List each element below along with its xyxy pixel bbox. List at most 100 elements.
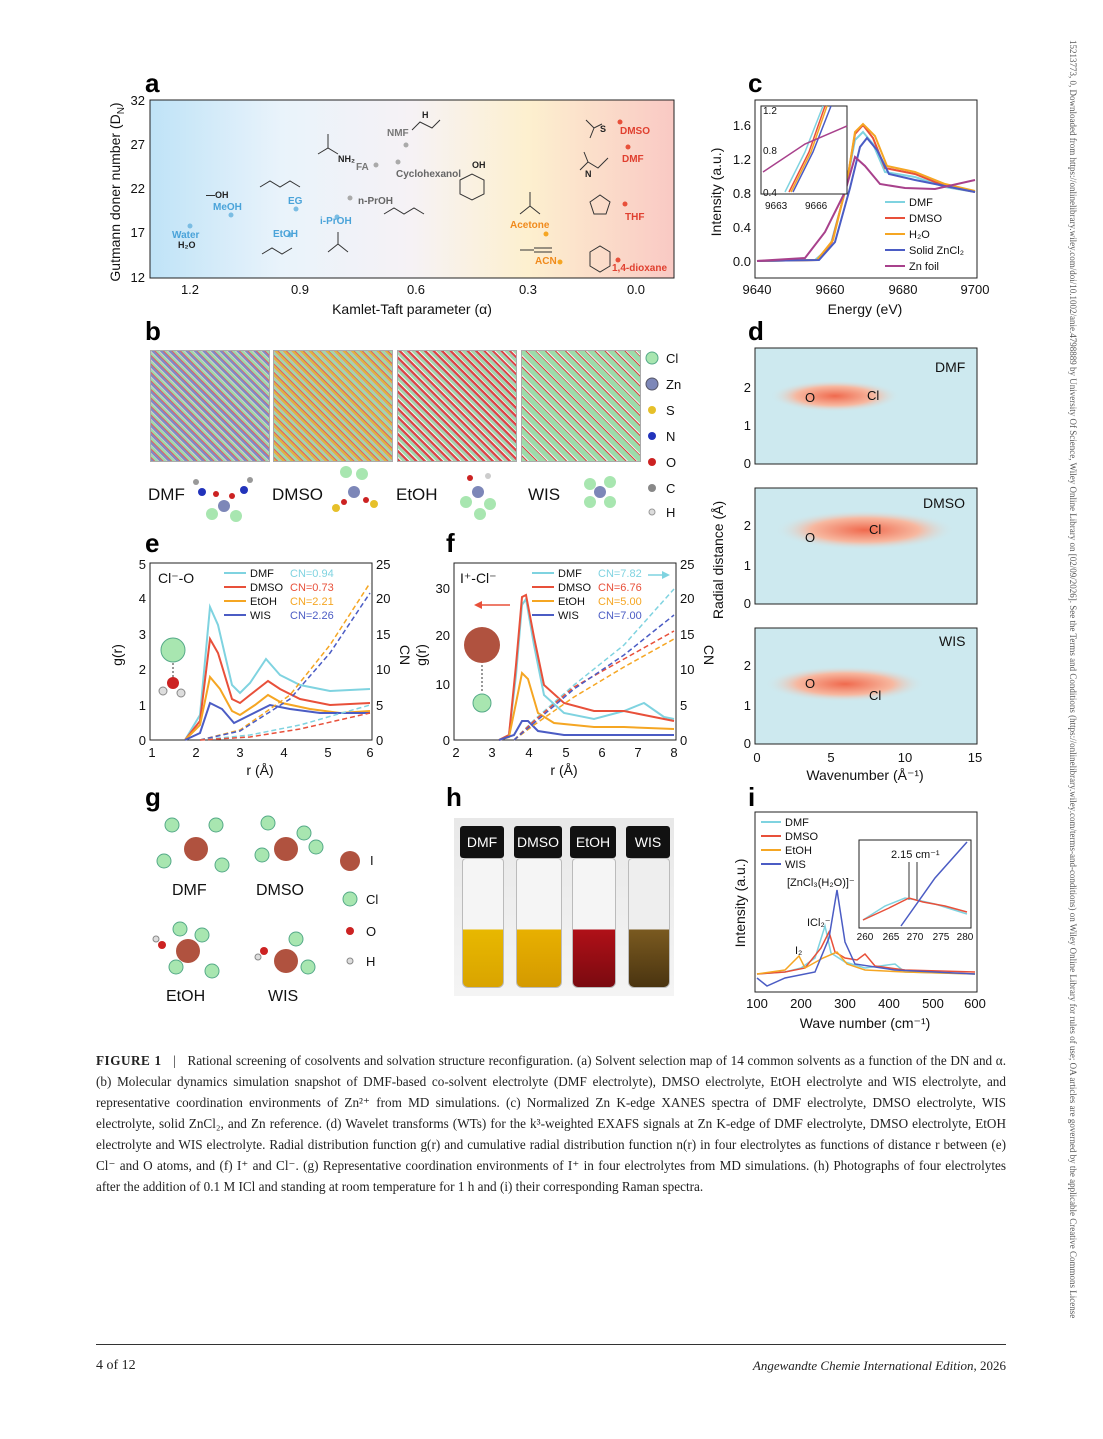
a-ytick: 32 — [131, 93, 145, 108]
f-y2tick: 20 — [680, 591, 694, 606]
f-line-wis — [498, 720, 674, 741]
b-legend-n-swatch — [648, 432, 656, 440]
a-label-iproh: i-PrOH — [320, 216, 352, 227]
b-label-etoh: EtOH — [396, 485, 438, 504]
b-cluster-dmso — [332, 466, 378, 512]
a-label-nmf: NMF — [387, 128, 409, 139]
panel-label-d: d — [748, 316, 764, 346]
d-ytick: 0 — [744, 596, 751, 611]
panel-label-c: c — [748, 68, 763, 98]
b-legend-cl: Cl — [666, 351, 678, 366]
f-xtick: 2 — [452, 745, 459, 760]
e-mol-cl — [160, 637, 186, 663]
d-map-wis-hotspot — [765, 666, 925, 702]
a-struct-nmf-h: H — [422, 110, 429, 120]
h-vial-dmso — [516, 858, 562, 988]
d-map-dmso-o: O — [805, 530, 815, 545]
f-mol-cl — [472, 693, 492, 713]
panel-d-wavelet-maps: DMF O Cl DMSO O Cl WIS O Cl 0 1 2 0 1 2 … — [710, 347, 982, 783]
e-y2tick: 10 — [376, 662, 390, 677]
g-cluster-wis — [254, 931, 316, 975]
a-struct-fa — [317, 134, 339, 155]
f-ytick: 20 — [436, 628, 450, 643]
c-xlabel: Energy (eV) — [828, 301, 903, 317]
a-struct-fa-nh2: NH₂ — [338, 154, 355, 164]
h-cap-dmf: DMF — [460, 826, 504, 858]
i-legend-wis: WIS — [785, 859, 806, 871]
a-label-eg: EG — [288, 196, 303, 207]
b-legend-zn-swatch — [645, 377, 659, 391]
c-inset-line-zn-foil — [762, 125, 848, 173]
g-legend-cl-swatch — [342, 891, 358, 907]
b-coordination-row: DMF DMSO EtOH WIS — [148, 466, 616, 522]
b-snapshot-wis — [521, 350, 641, 462]
c-inset-ytick: 1.2 — [763, 106, 777, 117]
f-cn-wis — [513, 614, 675, 741]
a-point-eg — [293, 206, 299, 212]
a-label-dmf: DMF — [622, 154, 644, 165]
a-struct-nproh — [383, 207, 425, 215]
c-inset-ytick: 0.8 — [763, 146, 777, 157]
a-struct-iproh — [327, 232, 349, 253]
f-xtick: 5 — [562, 745, 569, 760]
a-struct-etoh — [261, 247, 293, 255]
panel-label-i: i — [748, 782, 756, 812]
c-legend-dmso: DMSO — [909, 213, 942, 225]
e-xtick: 1 — [148, 745, 155, 760]
a-point-nmf — [403, 142, 409, 148]
a-xtick: 0.6 — [407, 282, 425, 297]
d-map-dmso-label: DMSO — [923, 495, 965, 511]
b-legend-cl-swatch — [645, 351, 659, 365]
e-title: Cl⁻-O — [158, 570, 194, 586]
b-legend-s: S — [666, 403, 675, 418]
i-inset-line-dmso — [862, 897, 968, 921]
a-struct-dmf — [579, 151, 609, 171]
f-y2tick: 25 — [680, 557, 694, 572]
panel-label-g: g — [145, 782, 161, 812]
c-legend-dmf: DMF — [909, 197, 933, 209]
a-label-etoh: EtOH — [273, 229, 298, 240]
b-legend-h: H — [666, 505, 675, 518]
a-struct-nmf — [411, 119, 441, 131]
g-label-dmso: DMSO — [256, 882, 304, 899]
e-mol-h2 — [176, 688, 186, 698]
b-legend-c-swatch — [648, 484, 656, 492]
a-label-water-formula: H₂O — [178, 240, 196, 250]
d-xtick: 15 — [968, 750, 982, 765]
a-xtick: 0.9 — [291, 282, 309, 297]
i-legend-dmf: DMF — [785, 817, 809, 829]
b-label-dmf: DMF — [148, 485, 185, 504]
i-ylabel: Intensity (a.u.) — [732, 859, 748, 948]
a-label-acn: ACN — [535, 256, 557, 267]
e-ytick: 4 — [139, 591, 146, 606]
e-legend-dmf-cn: CN=0.94 — [290, 568, 334, 580]
a-point-dmso — [617, 119, 623, 125]
b-legend: Cl Zn S N O C H — [645, 351, 681, 518]
d-ylabel: Radial distance (Å) — [710, 501, 726, 619]
e-mol-o — [167, 677, 179, 689]
f-xlabel: r (Å) — [550, 762, 577, 778]
a-struct-dioxane — [589, 245, 611, 273]
a-struct-dmso-s: S — [600, 124, 606, 134]
f-y2tick: 5 — [680, 698, 687, 713]
b-snapshot-etoh — [397, 350, 517, 462]
a-point-dioxane — [615, 257, 621, 263]
e-legend-wis: WIS — [250, 610, 271, 622]
a-label-fa: FA — [356, 162, 369, 173]
a-label-water: Water — [172, 230, 200, 241]
c-ytick: 1.6 — [733, 118, 751, 133]
f-xtick: 3 — [488, 745, 495, 760]
journal-name: Angewandte Chemie International Edition,… — [752, 1358, 1006, 1373]
panel-a-plot-area — [149, 99, 675, 279]
g-label-wis: WIS — [268, 988, 298, 1005]
a-point-thf — [622, 201, 628, 207]
a-point-acn — [557, 259, 563, 265]
d-ytick: 2 — [744, 518, 751, 533]
c-line-zn-foil — [756, 155, 976, 262]
d-ytick: 0 — [744, 456, 751, 471]
f-legend-wis: WIS — [558, 610, 579, 622]
a-point-iproh — [334, 214, 340, 220]
b-label-dmso: DMSO — [272, 485, 323, 504]
a-point-acetone — [543, 231, 549, 237]
f-y2tick: 0 — [680, 733, 687, 748]
